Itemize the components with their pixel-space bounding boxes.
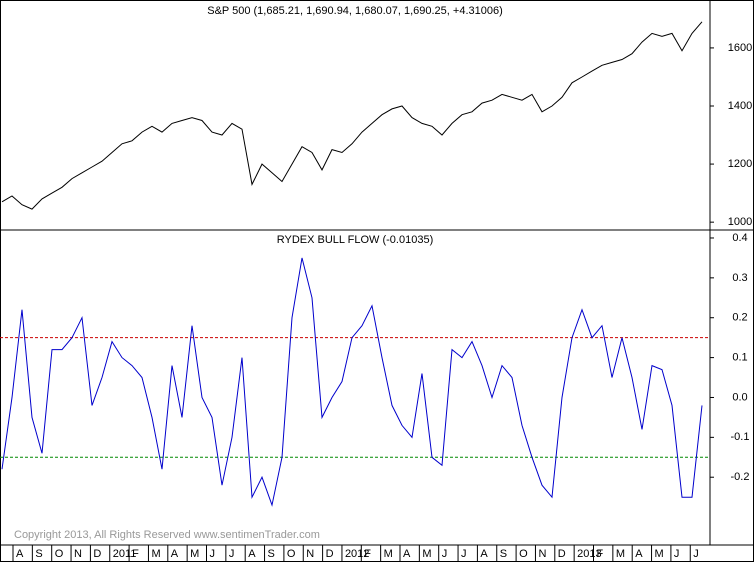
x-tick-label: S	[35, 548, 42, 560]
x-tick-label: J	[442, 548, 448, 560]
y-tick-label: 1000	[728, 216, 752, 228]
x-tick-label: A	[248, 548, 256, 560]
x-tick-label: M	[655, 548, 664, 560]
x-tick-label: O	[287, 548, 296, 560]
x-tick-label: J	[461, 548, 467, 560]
x-tick-label: A	[16, 548, 24, 560]
x-tick-label: 2013	[577, 548, 601, 560]
x-tick-label: 2011	[113, 548, 137, 560]
x-tick-label: D	[93, 548, 101, 560]
y-tick-label: 1200	[728, 158, 752, 170]
x-tick-label: N	[306, 548, 314, 560]
x-tick-label: D	[558, 548, 566, 560]
y-tick-label: 1600	[728, 42, 752, 54]
footer: Copyright 2013, All Rights Reserved www.…	[14, 529, 320, 541]
x-tick-label: N	[74, 548, 82, 560]
x-tick-label: A	[403, 548, 411, 560]
y-tick-label: 1400	[728, 100, 752, 112]
x-tick-label: J	[674, 548, 680, 560]
y-tick-label: 0.1	[732, 352, 747, 364]
x-tick-label: M	[151, 548, 160, 560]
x-tick-label: M	[422, 548, 431, 560]
x-tick-label: F	[597, 548, 604, 560]
y-tick-label: 0.3	[732, 272, 747, 284]
x-tick-label: 2012	[345, 548, 369, 560]
y-tick-label: -0.1	[731, 431, 750, 443]
x-tick-label: F	[364, 548, 371, 560]
x-tick-label: A	[635, 548, 643, 560]
x-tick-label: O	[55, 548, 64, 560]
y-tick-label: 0.2	[732, 312, 747, 324]
line	[1, 21, 703, 210]
x-tick-label: J	[229, 548, 235, 560]
x-tick-label: M	[190, 548, 199, 560]
x-tick-label: F	[132, 548, 139, 560]
x-tick-label: D	[326, 548, 334, 560]
x-tick-label: A	[171, 548, 179, 560]
chart-title: RYDEX BULL FLOW (-0.01035)	[277, 234, 434, 246]
y-tick-label: 0.0	[732, 391, 747, 403]
x-tick-label: N	[538, 548, 546, 560]
line	[1, 257, 703, 507]
x-tick-label: J	[693, 548, 699, 560]
y-tick-label: 0.4	[732, 232, 747, 244]
chart-title: S&P 500 (1,685.21, 1,690.94, 1,680.07, 1…	[207, 5, 503, 17]
x-tick-label: J	[210, 548, 216, 560]
x-tick-label: O	[519, 548, 528, 560]
x-tick-label: S	[268, 548, 275, 560]
x-tick-label: S	[500, 548, 507, 560]
x-tick-label: M	[384, 548, 393, 560]
x-tick-label: M	[616, 548, 625, 560]
y-tick-label: -0.2	[731, 471, 750, 483]
x-tick-label: A	[480, 548, 488, 560]
